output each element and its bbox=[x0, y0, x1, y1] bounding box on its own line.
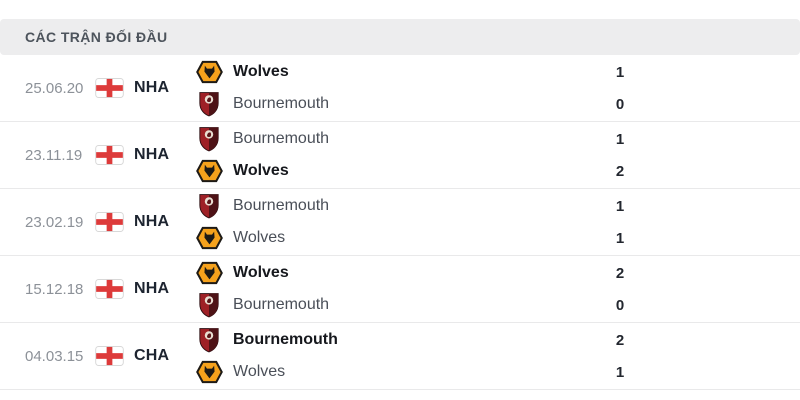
bournemouth-logo-icon bbox=[195, 327, 223, 354]
team-line: Wolves bbox=[195, 158, 590, 185]
bournemouth-logo-icon bbox=[195, 193, 223, 220]
league-code: NHA bbox=[134, 213, 170, 230]
teams-cell: Wolves Bournemouth bbox=[195, 59, 590, 118]
team-score: 2 bbox=[615, 331, 625, 349]
team-line: Bournemouth bbox=[195, 193, 590, 220]
section-header: CÁC TRẬN ĐỐI ĐẦU bbox=[0, 19, 800, 55]
score-column: 1 1 bbox=[590, 193, 650, 252]
team-score: 1 bbox=[615, 229, 625, 247]
team-name: Bournemouth bbox=[233, 197, 330, 214]
england-flag-icon bbox=[95, 78, 124, 98]
league-cell: NHA bbox=[95, 279, 195, 299]
team-score: 1 bbox=[615, 63, 625, 81]
team-score: 0 bbox=[615, 296, 625, 314]
wolves-logo-icon bbox=[195, 359, 223, 386]
score-column: 2 1 bbox=[590, 327, 650, 386]
league-cell: NHA bbox=[95, 212, 195, 232]
team-name: Bournemouth bbox=[233, 130, 330, 147]
score-column: 1 0 bbox=[590, 59, 650, 118]
section-title: CÁC TRẬN ĐỐI ĐẦU bbox=[25, 29, 168, 45]
team-score: 2 bbox=[615, 162, 625, 180]
score-column: 1 2 bbox=[590, 126, 650, 185]
league-code: NHA bbox=[134, 79, 170, 96]
team-score: 2 bbox=[615, 264, 625, 282]
bournemouth-logo-icon bbox=[195, 91, 223, 118]
team-name: Wolves bbox=[233, 229, 286, 246]
head-to-head-panel: CÁC TRẬN ĐỐI ĐẦU 25.06.20 NHA Wolves bbox=[0, 19, 800, 400]
team-score: 1 bbox=[615, 197, 625, 215]
bournemouth-logo-icon bbox=[195, 292, 223, 319]
league-cell: NHA bbox=[95, 78, 195, 98]
england-flag-icon bbox=[95, 145, 124, 165]
wolves-logo-icon bbox=[195, 225, 223, 252]
team-name: Bournemouth bbox=[233, 95, 330, 112]
score-column: 2 0 bbox=[590, 260, 650, 319]
team-name: Wolves bbox=[233, 363, 286, 380]
teams-cell: Bournemouth Wolves bbox=[195, 327, 590, 386]
team-line: Bournemouth bbox=[195, 327, 590, 354]
team-line: Bournemouth bbox=[195, 292, 590, 319]
match-date: 25.06.20 bbox=[25, 79, 84, 97]
team-score: 0 bbox=[615, 95, 625, 113]
team-name: Wolves bbox=[233, 63, 289, 80]
match-row[interactable]: 15.12.18 NHA Wolves Bournemouth bbox=[0, 256, 800, 323]
team-line: Bournemouth bbox=[195, 91, 590, 118]
team-line: Bournemouth bbox=[195, 126, 590, 153]
team-score: 1 bbox=[615, 363, 625, 381]
match-date: 23.11.19 bbox=[25, 146, 83, 164]
match-date: 15.12.18 bbox=[25, 280, 84, 298]
team-line: Wolves bbox=[195, 225, 590, 252]
team-name: Wolves bbox=[233, 264, 289, 281]
team-name: Bournemouth bbox=[233, 296, 330, 313]
england-flag-icon bbox=[95, 279, 124, 299]
league-cell: CHA bbox=[95, 346, 195, 366]
team-name: Bournemouth bbox=[233, 331, 338, 348]
wolves-logo-icon bbox=[195, 158, 223, 185]
teams-cell: Bournemouth Wolves bbox=[195, 126, 590, 185]
team-line: Wolves bbox=[195, 260, 590, 287]
england-flag-icon bbox=[95, 212, 124, 232]
wolves-logo-icon bbox=[195, 260, 223, 287]
england-flag-icon bbox=[95, 346, 124, 366]
league-code: NHA bbox=[134, 280, 170, 297]
match-row[interactable]: 23.11.19 NHA Bournemouth Wolves bbox=[0, 122, 800, 189]
team-line: Wolves bbox=[195, 359, 590, 386]
match-date: 04.03.15 bbox=[25, 347, 84, 365]
bournemouth-logo-icon bbox=[195, 126, 223, 153]
match-list: 25.06.20 NHA Wolves Bournemouth bbox=[0, 55, 800, 390]
league-code: NHA bbox=[134, 146, 170, 163]
match-row[interactable]: 25.06.20 NHA Wolves Bournemouth bbox=[0, 55, 800, 122]
match-row[interactable]: 04.03.15 CHA Bournemouth Wolves bbox=[0, 323, 800, 390]
team-score: 1 bbox=[615, 130, 625, 148]
wolves-logo-icon bbox=[195, 59, 223, 86]
league-code: CHA bbox=[134, 347, 170, 364]
team-name: Wolves bbox=[233, 162, 289, 179]
team-line: Wolves bbox=[195, 59, 590, 86]
match-date: 23.02.19 bbox=[25, 213, 84, 231]
match-row[interactable]: 23.02.19 NHA Bournemouth Wolves bbox=[0, 189, 800, 256]
league-cell: NHA bbox=[95, 145, 195, 165]
teams-cell: Wolves Bournemouth bbox=[195, 260, 590, 319]
teams-cell: Bournemouth Wolves bbox=[195, 193, 590, 252]
